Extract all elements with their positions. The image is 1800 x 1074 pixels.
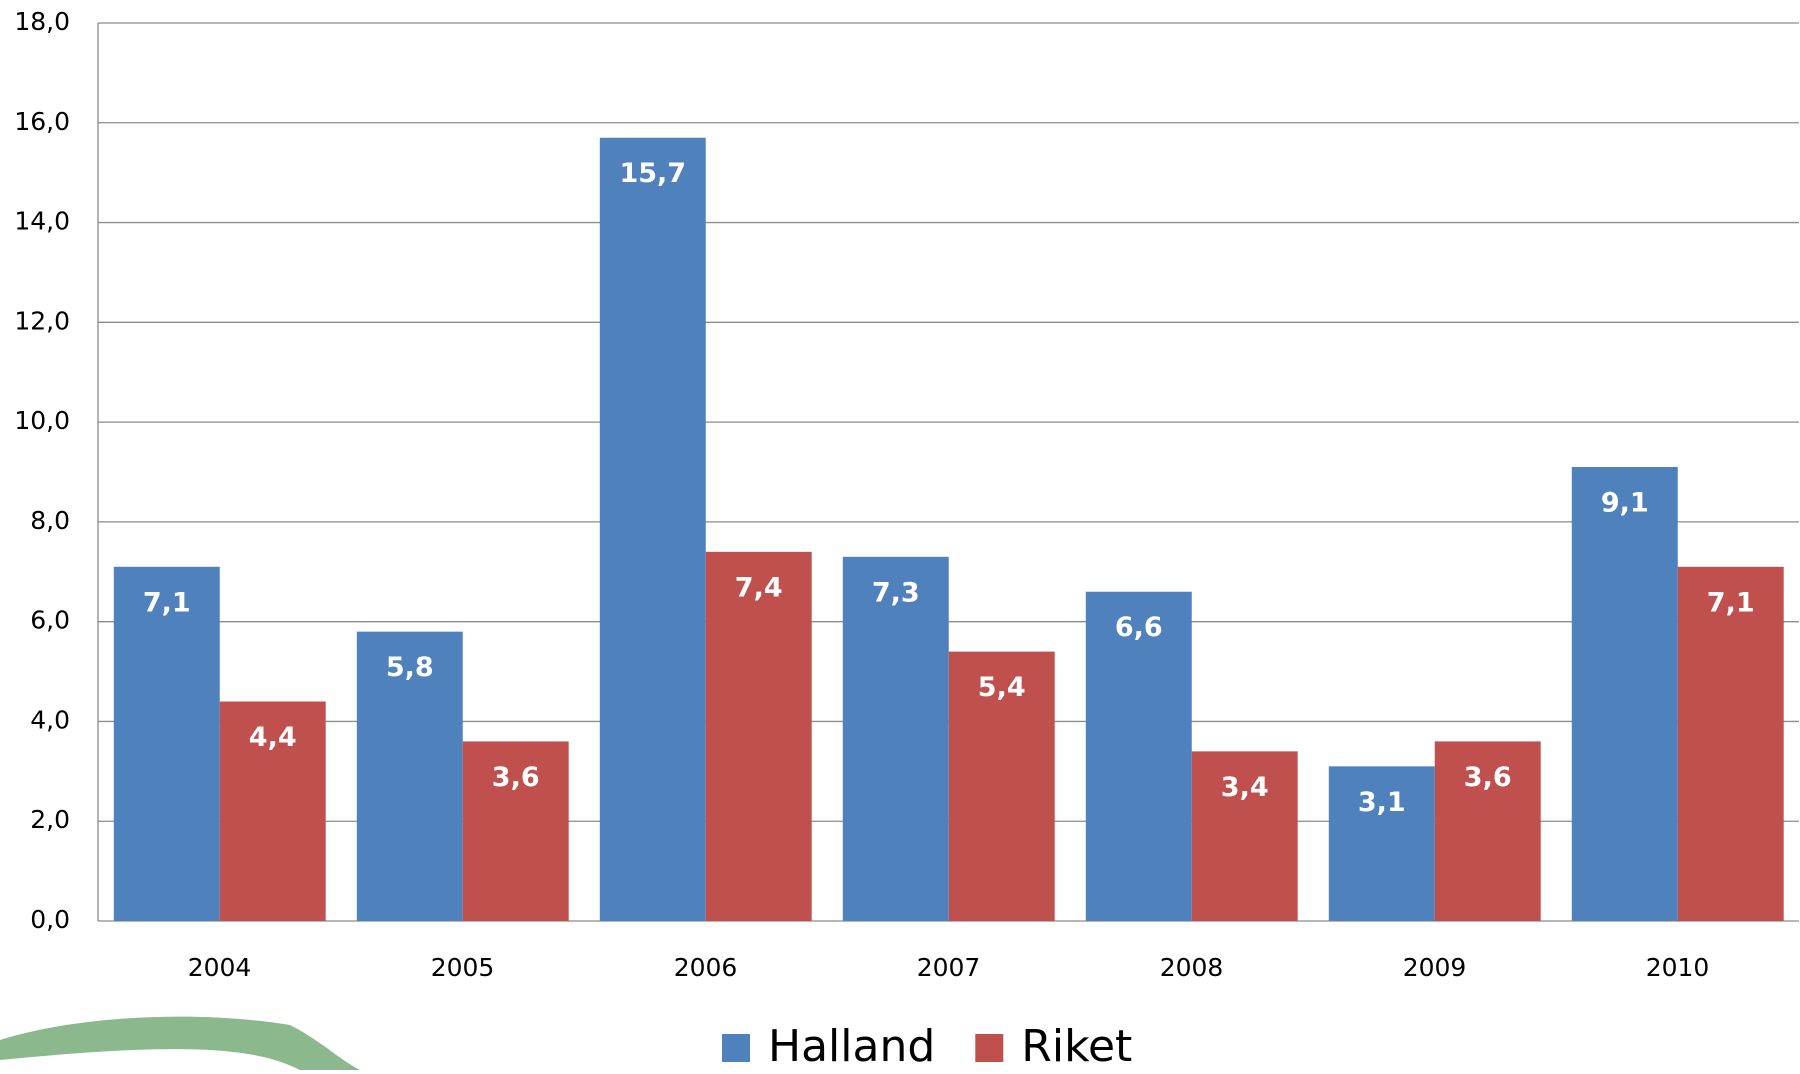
bar [1085,591,1192,921]
x-tick-label: 2005 [431,953,495,982]
bar [599,137,706,921]
bar [1191,751,1298,921]
y-tick-label: 2,0 [30,805,70,834]
x-tick-label: 2008 [1160,953,1224,982]
bar [1677,566,1784,921]
value-label: 4,4 [249,722,297,753]
bar [356,631,463,921]
y-tick-label: 6,0 [30,606,70,635]
value-label: 5,4 [978,672,1026,703]
value-label: 7,3 [872,577,920,608]
x-tick-label: 2006 [674,953,738,982]
value-label: 6,6 [1115,612,1163,643]
y-tick-label: 18,0 [14,7,70,36]
y-tick-label: 12,0 [14,306,70,335]
y-tick-label: 4,0 [30,705,70,734]
bar [705,551,812,921]
x-tick-label: 2009 [1403,953,1467,982]
bar [842,556,949,921]
value-label: 7,4 [735,572,783,603]
bar [1328,766,1435,921]
x-tick-label: 2007 [917,953,981,982]
value-label: 3,4 [1221,772,1269,803]
value-label: 7,1 [143,587,191,618]
y-tick-label: 8,0 [30,506,70,535]
legend-swatch [722,1034,750,1062]
bar [1434,741,1541,921]
value-label: 3,1 [1358,787,1406,818]
value-label: 3,6 [1464,762,1512,793]
legend-label: Riket [1021,1021,1132,1070]
y-tick-label: 0,0 [30,905,70,934]
y-tick-label: 14,0 [14,207,70,236]
legend-swatch [975,1034,1004,1062]
value-label: 15,7 [619,158,686,189]
bar [219,701,326,921]
legend-label: Halland [768,1021,935,1070]
bar [1571,467,1678,921]
logo-swoosh [0,1016,360,1070]
value-label: 3,6 [492,762,540,793]
y-tick-label: 16,0 [14,107,70,136]
value-label: 7,1 [1707,587,1755,618]
value-label: 5,8 [386,652,434,683]
y-tick-label: 10,0 [14,406,70,435]
value-label: 9,1 [1601,488,1649,519]
bar [113,566,220,921]
x-tick-label: 2010 [1646,953,1710,982]
bar [462,741,569,921]
x-tick-label: 2004 [188,953,252,982]
bar [948,651,1055,921]
